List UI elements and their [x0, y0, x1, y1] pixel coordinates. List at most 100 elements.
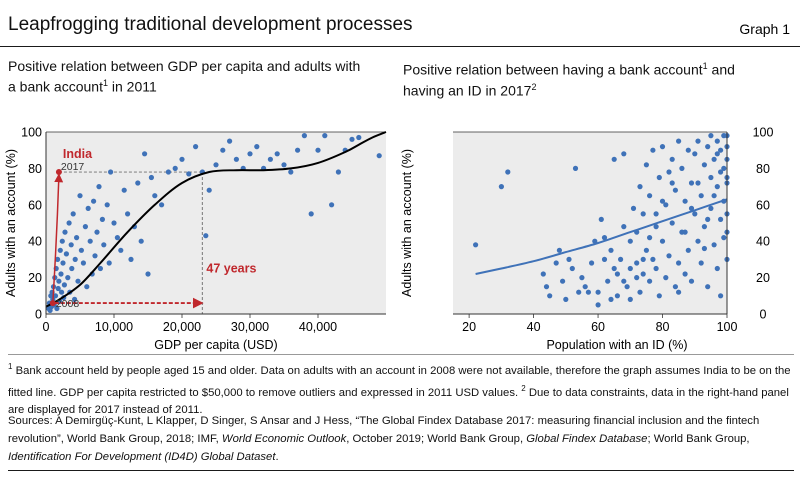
x-tick-label: 20	[462, 320, 476, 334]
right-fit-line	[475, 198, 728, 275]
data-point	[647, 193, 653, 199]
data-point	[186, 171, 192, 177]
data-point	[376, 153, 382, 159]
right-subtitle-tail: and	[707, 61, 735, 78]
data-point	[669, 156, 675, 162]
data-point	[498, 184, 504, 190]
sources-id4d: Identification For Development (ID4D) Gl…	[8, 451, 276, 463]
data-point	[220, 147, 226, 153]
data-point	[213, 162, 219, 168]
data-point	[179, 156, 185, 162]
data-point	[59, 289, 65, 295]
india-progress-arrow	[52, 173, 64, 304]
data-point	[705, 216, 711, 222]
x-tick-label: 0	[43, 320, 50, 334]
data-point	[505, 169, 511, 175]
y-tick-label: 80	[756, 162, 770, 176]
sources-weo: World Economic Outlook	[221, 433, 347, 445]
x-tick-label: 30,000	[231, 320, 269, 334]
data-point	[634, 275, 640, 281]
data-point	[65, 275, 71, 281]
y-tick-label: 20	[28, 271, 42, 285]
data-point	[75, 278, 81, 284]
sources-findex: Global Findex Database	[526, 433, 648, 445]
data-point	[295, 147, 301, 153]
data-point	[138, 238, 144, 244]
data-point	[698, 193, 704, 199]
data-point	[57, 247, 63, 253]
data-point	[82, 224, 88, 230]
data-point	[688, 205, 695, 211]
left-x-axis-label: GDP per capita (USD)	[154, 338, 277, 352]
sources-end: .	[275, 451, 279, 463]
data-point	[676, 260, 682, 266]
data-point	[61, 282, 67, 288]
data-point	[87, 238, 93, 244]
data-point	[159, 202, 165, 208]
data-point	[718, 147, 724, 153]
right-subtitle-line2: having an ID in 20172	[403, 79, 793, 100]
data-point	[659, 144, 666, 150]
data-point	[589, 260, 595, 266]
data-point	[669, 180, 675, 186]
data-point	[55, 256, 61, 262]
right-plot-area	[453, 132, 727, 314]
data-point	[621, 151, 627, 157]
right-panel-subtitle: Positive relation between having a bank …	[403, 58, 793, 99]
data-point	[640, 211, 646, 217]
data-point	[301, 133, 307, 139]
data-point	[315, 147, 321, 153]
data-point	[601, 256, 608, 262]
data-point	[711, 156, 717, 162]
data-point	[152, 193, 158, 199]
data-point	[128, 256, 134, 262]
data-point	[627, 238, 633, 244]
data-point	[172, 165, 178, 171]
data-point	[473, 242, 479, 248]
data-point	[233, 156, 239, 162]
charts-svg: Adults with an account (%) GDP per capit…	[4, 126, 773, 353]
data-point	[335, 169, 341, 175]
data-point	[74, 235, 80, 241]
data-point	[688, 180, 695, 186]
footnote-1: Bank account held by people aged 15 and …	[8, 364, 791, 399]
data-point	[247, 151, 253, 157]
data-point	[653, 211, 659, 217]
data-point	[227, 138, 233, 144]
x-tick-label: 80	[656, 320, 670, 334]
data-point	[121, 187, 127, 193]
data-point	[721, 235, 727, 241]
y-tick-label: 40	[756, 235, 770, 249]
data-point	[627, 265, 633, 272]
data-point	[54, 305, 60, 312]
data-point	[672, 187, 679, 193]
left-chart: Adults with an account (%) GDP per capit…	[4, 126, 387, 352]
data-point	[274, 151, 280, 157]
data-point	[614, 271, 621, 277]
data-point	[106, 260, 112, 266]
data-point	[329, 202, 335, 208]
data-point	[653, 224, 659, 230]
data-point	[692, 151, 698, 157]
data-point	[714, 265, 720, 272]
footnote-2-mark: 2	[521, 383, 526, 393]
data-point	[547, 293, 553, 299]
data-point	[135, 180, 141, 186]
data-point	[62, 229, 68, 235]
left-y-axis-label: Adults with an account (%)	[4, 149, 18, 297]
data-point	[682, 198, 688, 204]
data-point	[695, 238, 701, 244]
left-fit-line	[45, 131, 387, 308]
data-point	[714, 151, 720, 157]
data-point	[553, 260, 559, 266]
india-2008-point	[49, 300, 56, 307]
data-point	[647, 235, 653, 241]
y-tick-label: 60	[28, 198, 42, 212]
data-point	[281, 162, 287, 168]
data-point	[705, 144, 711, 150]
y-tick-label: 0	[760, 308, 767, 322]
data-point	[627, 296, 633, 302]
left-subtitle-text: a bank account	[8, 78, 103, 95]
left-subtitle-line2: a bank account1 in 2011	[8, 75, 393, 96]
data-point	[605, 278, 611, 284]
